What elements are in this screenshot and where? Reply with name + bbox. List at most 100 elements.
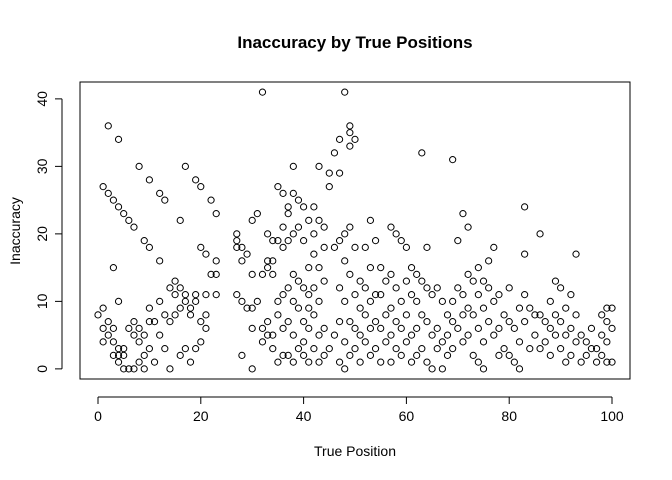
data-point <box>176 304 184 312</box>
data-point <box>284 318 292 326</box>
data-point <box>284 284 292 292</box>
data-point <box>274 297 282 305</box>
data-point <box>315 331 323 339</box>
data-point <box>294 277 303 285</box>
data-point <box>392 318 400 326</box>
data-point <box>289 189 297 197</box>
data-point <box>531 311 539 319</box>
data-point <box>438 338 446 346</box>
data-point <box>161 311 169 319</box>
data-point <box>279 189 287 197</box>
data-point <box>356 358 364 366</box>
data-point <box>315 297 323 305</box>
data-point <box>433 324 441 332</box>
data-point <box>279 223 287 231</box>
data-point <box>104 331 112 339</box>
data-point <box>125 365 133 373</box>
data-point <box>248 270 256 278</box>
data-point <box>264 230 272 238</box>
y-axis: 0 10 20 30 40 <box>34 91 63 373</box>
data-point <box>264 264 272 272</box>
data-point <box>490 297 498 305</box>
data-point <box>464 331 472 339</box>
data-point <box>464 270 472 278</box>
data-point <box>592 345 601 353</box>
data-point <box>341 365 349 373</box>
data-point <box>289 331 297 339</box>
data-point <box>371 291 380 299</box>
data-point <box>109 324 118 332</box>
data-point <box>305 291 313 299</box>
data-point <box>330 243 339 251</box>
data-point <box>546 351 554 359</box>
data-point <box>397 324 405 332</box>
data-point <box>335 237 344 245</box>
data-point <box>109 196 118 204</box>
data-point <box>233 291 241 299</box>
data-point <box>310 203 318 211</box>
data-point <box>392 284 400 292</box>
data-point <box>603 318 611 326</box>
data-point <box>269 331 277 339</box>
data-point <box>335 318 344 326</box>
data-point <box>253 297 261 305</box>
data-point <box>99 183 107 191</box>
data-point <box>341 230 349 238</box>
data-point <box>94 311 102 319</box>
data-point <box>284 351 292 359</box>
data-point <box>387 223 395 231</box>
x-tick-label: 40 <box>296 408 312 424</box>
data-point <box>546 324 554 332</box>
data-point <box>300 237 308 245</box>
data-point <box>186 304 195 312</box>
data-point <box>238 351 246 359</box>
data-point <box>428 331 436 339</box>
data-point <box>346 129 354 137</box>
data-point <box>150 358 159 366</box>
data-point <box>284 203 292 211</box>
data-point <box>459 338 467 346</box>
data-point <box>449 345 457 353</box>
data-point <box>598 311 606 319</box>
data-point <box>145 176 153 184</box>
x-tick-label: 0 <box>94 408 102 424</box>
data-point <box>341 338 349 346</box>
data-point <box>156 189 164 197</box>
data-point <box>356 277 364 285</box>
data-point <box>459 210 467 218</box>
data-point <box>135 324 143 332</box>
data-point <box>413 351 421 359</box>
data-point <box>474 264 482 272</box>
data-point <box>536 311 544 319</box>
data-point <box>371 237 380 245</box>
data-point <box>289 297 297 305</box>
y-tick-label: 10 <box>34 293 50 309</box>
data-point <box>387 331 395 339</box>
data-point <box>310 284 318 292</box>
data-point <box>449 297 457 305</box>
data-point <box>366 324 375 332</box>
data-point <box>325 345 333 353</box>
data-point <box>351 243 359 251</box>
data-point <box>346 270 354 278</box>
data-point <box>192 297 200 305</box>
data-point <box>562 304 570 312</box>
y-tick-label: 40 <box>34 91 50 107</box>
data-point <box>469 311 477 319</box>
data-point <box>469 351 477 359</box>
data-point <box>392 230 400 238</box>
data-point <box>356 304 364 312</box>
data-point <box>238 257 246 265</box>
data-point <box>310 230 318 238</box>
data-point <box>114 358 123 366</box>
data-point <box>572 311 580 319</box>
data-point <box>310 311 318 319</box>
data-point <box>192 291 200 299</box>
data-point <box>156 257 164 265</box>
data-point <box>325 169 333 177</box>
data-point <box>438 365 446 373</box>
data-point <box>114 203 123 211</box>
data-point <box>207 270 215 278</box>
data-point <box>269 257 277 265</box>
data-point <box>233 230 241 238</box>
